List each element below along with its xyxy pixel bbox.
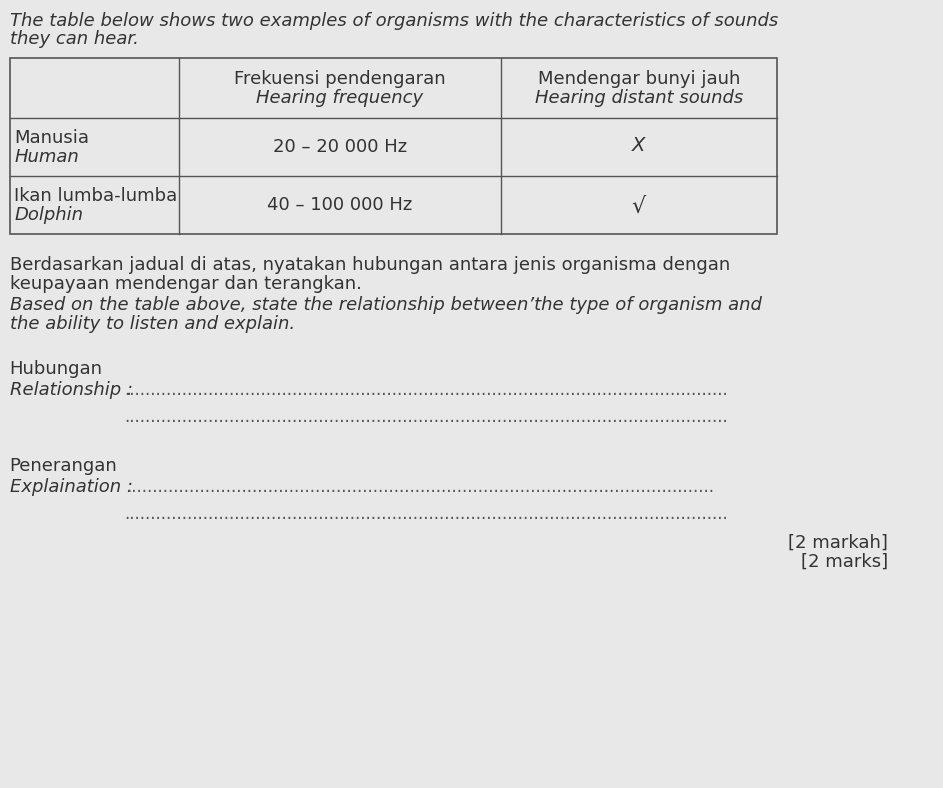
Text: Human: Human bbox=[14, 148, 79, 166]
Text: Mendengar bunyi jauh: Mendengar bunyi jauh bbox=[538, 70, 740, 88]
Text: Relationship :: Relationship : bbox=[9, 381, 133, 399]
Text: 20 – 20 000 Hz: 20 – 20 000 Hz bbox=[273, 138, 407, 156]
Text: 40 – 100 000 Hz: 40 – 100 000 Hz bbox=[267, 196, 412, 214]
Text: Penerangan: Penerangan bbox=[9, 457, 117, 475]
Text: ................................................................................: ........................................… bbox=[126, 478, 715, 496]
Text: Based on the table above, state the relationship between’the type of organism an: Based on the table above, state the rela… bbox=[9, 296, 761, 314]
Text: ................................................................................: ........................................… bbox=[124, 505, 727, 523]
Text: Dolphin: Dolphin bbox=[14, 206, 83, 224]
Text: Hearing frequency: Hearing frequency bbox=[256, 89, 423, 107]
Text: ................................................................................: ........................................… bbox=[124, 408, 727, 426]
Text: Hearing distant sounds: Hearing distant sounds bbox=[535, 89, 743, 107]
Text: Explaination :: Explaination : bbox=[9, 478, 133, 496]
Text: Hubungan: Hubungan bbox=[9, 360, 103, 378]
Text: [2 marks]: [2 marks] bbox=[802, 553, 888, 571]
Text: ................................................................................: ........................................… bbox=[124, 381, 727, 399]
Text: Manusia: Manusia bbox=[14, 129, 90, 147]
Text: the ability to listen and explain.: the ability to listen and explain. bbox=[9, 315, 294, 333]
Text: they can hear.: they can hear. bbox=[9, 30, 139, 48]
Text: X: X bbox=[632, 136, 646, 154]
Text: keupayaan mendengar dan terangkan.: keupayaan mendengar dan terangkan. bbox=[9, 275, 361, 293]
Text: Berdasarkan jadual di atas, nyatakan hubungan antara jenis organisma dengan: Berdasarkan jadual di atas, nyatakan hub… bbox=[9, 256, 730, 274]
Text: √: √ bbox=[632, 197, 646, 217]
Bar bbox=[9, 58, 777, 234]
Text: The table below shows two examples of organisms with the characteristics of soun: The table below shows two examples of or… bbox=[9, 12, 778, 30]
Text: Ikan lumba-lumba: Ikan lumba-lumba bbox=[14, 187, 177, 205]
Text: Frekuensi pendengaran: Frekuensi pendengaran bbox=[234, 70, 446, 88]
Text: [2 markah]: [2 markah] bbox=[788, 534, 888, 552]
